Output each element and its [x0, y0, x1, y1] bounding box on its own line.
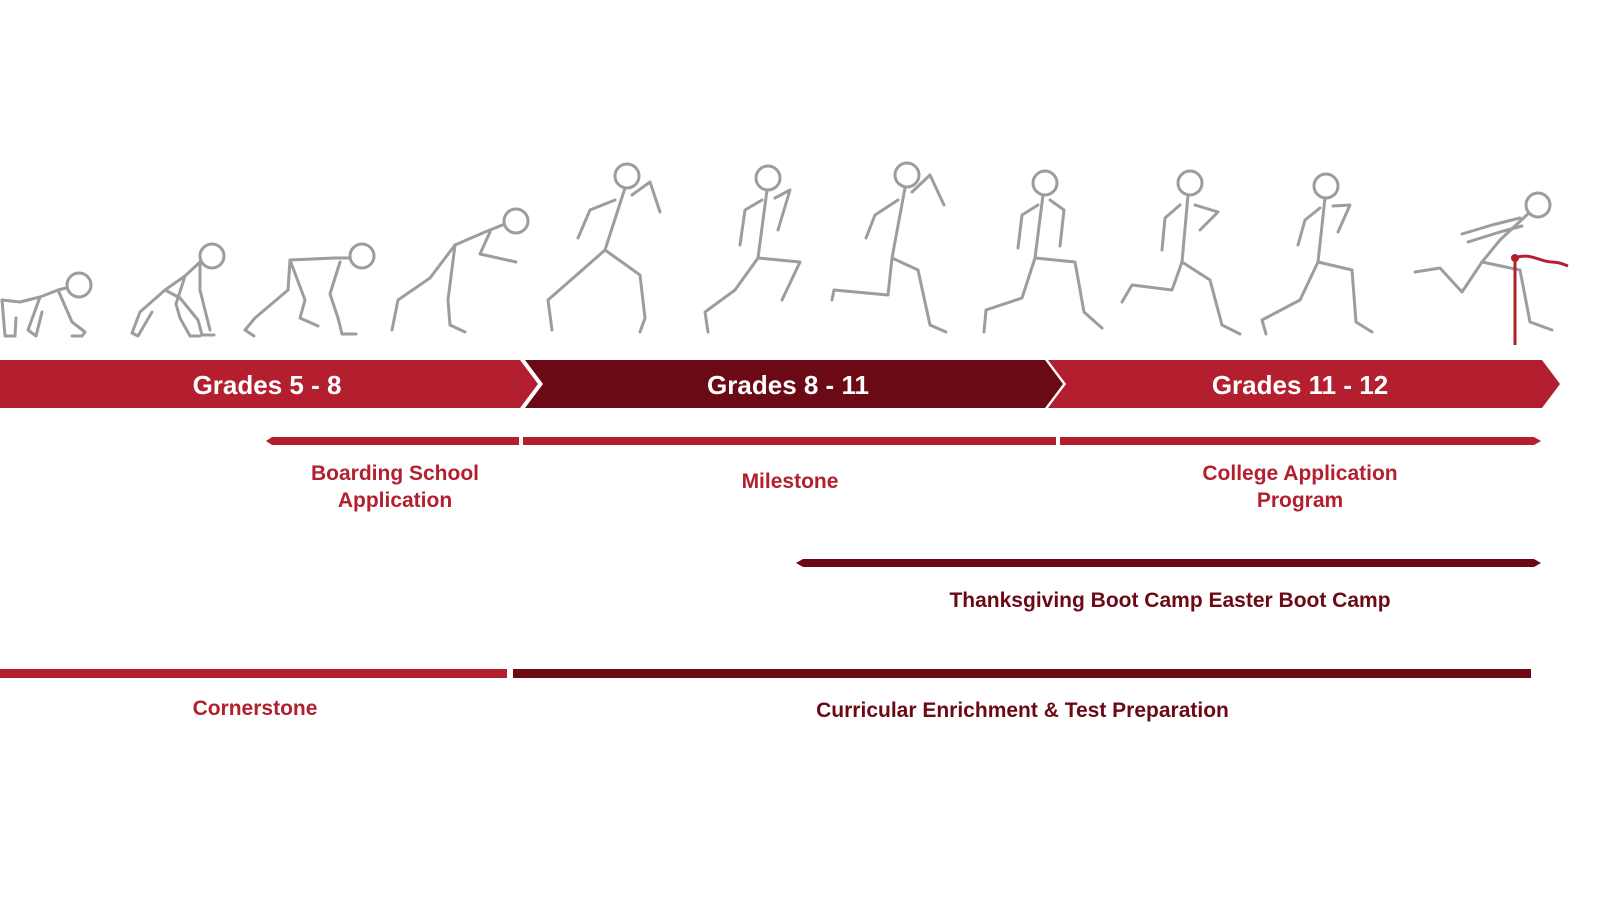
college-application-label: College Application Program [1202, 462, 1398, 512]
enrichment-bar [513, 669, 1531, 678]
stage-label-grades-11-12: Grades 11 - 12 [1211, 370, 1389, 400]
milestone-label: Milestone [741, 470, 839, 493]
milestone-bar [523, 437, 1056, 445]
runner-figure-icon [982, 169, 1104, 334]
cornerstone-label: Cornerstone [192, 697, 318, 720]
runner-figure-icon [703, 164, 802, 334]
stage-label-grades-8-11: Grades 8 - 11 [707, 370, 869, 400]
runner-figure-icon [243, 242, 376, 338]
boarding-school-label: Boarding School Application [311, 462, 479, 512]
enrichment-label: Curricular Enrichment & Test Preparation [816, 699, 1229, 722]
runner-figures [0, 161, 1569, 345]
runner-figure-icon [130, 242, 226, 338]
runner-figure-icon [830, 161, 948, 334]
cornerstone-bar [0, 669, 507, 678]
runner-figure-icon [0, 271, 93, 338]
stage-arrows [0, 360, 1560, 408]
college-application-bar [1060, 437, 1541, 445]
runner-figure-icon [546, 162, 662, 334]
runner-figure-icon [1260, 172, 1374, 336]
boarding-school-bar [266, 437, 519, 445]
stage-label-grades-5-8: Grades 5 - 8 [192, 370, 342, 400]
runner-figure-icon [390, 207, 530, 334]
stage-arrow-grades-8-11 [525, 360, 1063, 408]
stage-arrow-grades-11-12 [1048, 360, 1560, 408]
program-bars [0, 437, 1541, 678]
boot-camp-label: Thanksgiving Boot Camp Easter Boot Camp [949, 589, 1391, 612]
runner-figure-icon [1120, 169, 1242, 336]
runner-figure-icon [1413, 191, 1554, 332]
finish-line-tape-icon [1511, 254, 1569, 345]
stage-arrow-grades-5-8 [0, 360, 538, 408]
boot-camp-bar [796, 559, 1541, 567]
